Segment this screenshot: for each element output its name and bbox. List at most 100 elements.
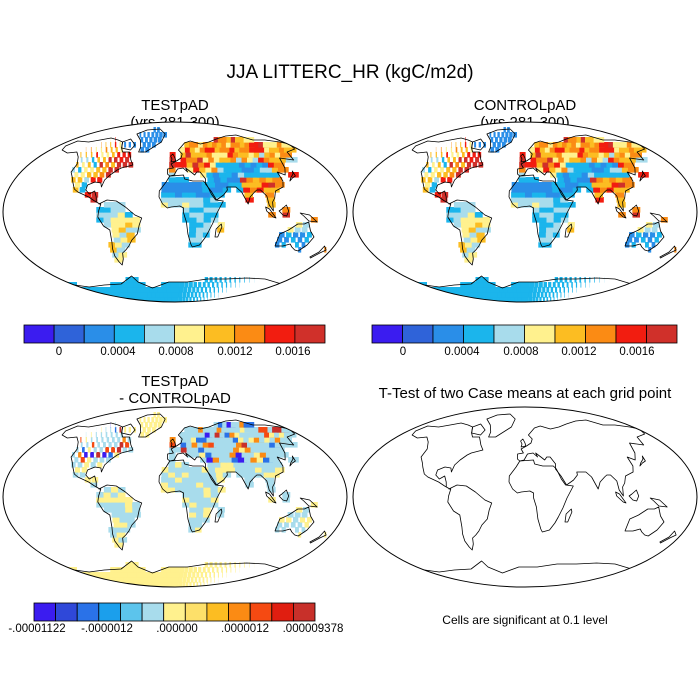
colorbar-tick-label: .000000 bbox=[156, 623, 198, 635]
grid-cell bbox=[164, 582, 170, 587]
grid-cell bbox=[555, 167, 564, 173]
colorbar-tick-label: 0.0016 bbox=[275, 346, 311, 358]
grid-cell bbox=[206, 172, 215, 178]
grid-cell bbox=[253, 167, 264, 173]
grid-cell bbox=[118, 222, 127, 228]
grid-cell bbox=[238, 437, 248, 443]
colorbar-swatch bbox=[493, 324, 525, 344]
grid-cell bbox=[168, 167, 176, 173]
grid-cell bbox=[430, 157, 433, 163]
grid-cell bbox=[600, 172, 610, 178]
grid-cell bbox=[468, 227, 477, 233]
grid-cell bbox=[182, 292, 187, 298]
grid-cell bbox=[90, 462, 96, 468]
grid-cell bbox=[149, 572, 156, 578]
grid-cell bbox=[167, 487, 176, 493]
grid-cell bbox=[161, 567, 167, 573]
grid-cell bbox=[250, 187, 259, 193]
grid-cell bbox=[219, 172, 228, 178]
grid-cell bbox=[297, 237, 303, 243]
grid-cell bbox=[196, 202, 205, 208]
grid-cell bbox=[191, 157, 199, 163]
grid-cell bbox=[539, 297, 542, 302]
grid-cell bbox=[118, 512, 127, 518]
grid-cell bbox=[490, 137, 494, 143]
grid-cell bbox=[556, 152, 565, 158]
grid-cell bbox=[112, 232, 121, 238]
grid-cell bbox=[76, 447, 79, 453]
grid-cell bbox=[187, 167, 195, 173]
grid-cell bbox=[199, 452, 207, 458]
grid-cell bbox=[439, 297, 452, 302]
grid-cell bbox=[619, 172, 630, 178]
grid-cell bbox=[222, 152, 231, 158]
colorbar-tick-label: .0000012 bbox=[221, 623, 269, 635]
grid-cell bbox=[194, 432, 202, 438]
grid-cell bbox=[469, 157, 474, 163]
grid-cell bbox=[175, 487, 183, 493]
grid-cell bbox=[117, 152, 121, 158]
grid-cell bbox=[175, 197, 183, 203]
grid-cell bbox=[282, 497, 290, 503]
grid-cell bbox=[468, 222, 477, 228]
grid-cell bbox=[465, 242, 474, 248]
grid-cell bbox=[81, 182, 87, 188]
grid-cell bbox=[497, 132, 500, 138]
grid-cell bbox=[265, 477, 275, 483]
grid-cell bbox=[159, 292, 165, 298]
grid-cell bbox=[160, 482, 169, 488]
grid-cell bbox=[113, 522, 123, 528]
grid-cell bbox=[99, 582, 112, 587]
grid-cell bbox=[189, 507, 197, 513]
grid-cell bbox=[186, 577, 190, 583]
grid-cell bbox=[151, 132, 155, 138]
grid-cell bbox=[441, 157, 445, 163]
grid-cell bbox=[90, 197, 98, 203]
grid-cell bbox=[114, 257, 124, 263]
grid-cell bbox=[128, 282, 137, 288]
grid-cell bbox=[175, 567, 180, 573]
grid-cell bbox=[169, 152, 176, 158]
grid-cell bbox=[252, 462, 263, 468]
grid-cell bbox=[552, 192, 561, 198]
grid-cell bbox=[560, 207, 569, 213]
grid-cell bbox=[621, 167, 633, 173]
grid-cell bbox=[114, 442, 118, 448]
grid-cell bbox=[495, 137, 498, 143]
grid-cell bbox=[214, 292, 215, 298]
grid-cell bbox=[597, 157, 607, 163]
grid-cell bbox=[453, 202, 462, 208]
grid-cell bbox=[202, 192, 211, 198]
grid-cell bbox=[569, 157, 578, 163]
grid-cell bbox=[436, 157, 439, 163]
grid-cell bbox=[153, 287, 160, 293]
grid-cell bbox=[532, 207, 540, 213]
grid-cell bbox=[161, 192, 169, 198]
grid-cell bbox=[243, 152, 254, 158]
grid-cell bbox=[542, 287, 546, 293]
grid-cell bbox=[190, 437, 198, 443]
grid-cell bbox=[243, 137, 255, 143]
grid-cell bbox=[492, 142, 496, 148]
grid-cell bbox=[550, 287, 554, 293]
grid-cell bbox=[613, 157, 625, 163]
grid-cell bbox=[645, 222, 653, 228]
grid-cell bbox=[225, 282, 228, 288]
colorbar-tick-label: 0 bbox=[55, 346, 63, 358]
grid-cell bbox=[132, 572, 141, 578]
grid-cell bbox=[461, 162, 465, 168]
grid-cell bbox=[440, 167, 444, 173]
grid-cell bbox=[557, 297, 558, 302]
grid-cell bbox=[204, 447, 212, 453]
grid-cell bbox=[175, 582, 179, 587]
grid-cell bbox=[434, 167, 438, 173]
grid-cell bbox=[553, 197, 562, 203]
grid-cell bbox=[216, 567, 219, 573]
grid-cell bbox=[261, 182, 271, 188]
grid-cell bbox=[230, 282, 232, 288]
grid-cell bbox=[490, 287, 498, 293]
coastline-newguinea bbox=[649, 497, 668, 508]
grid-cell bbox=[521, 297, 526, 302]
grid-cell bbox=[217, 452, 226, 458]
grid-cell bbox=[281, 527, 286, 533]
